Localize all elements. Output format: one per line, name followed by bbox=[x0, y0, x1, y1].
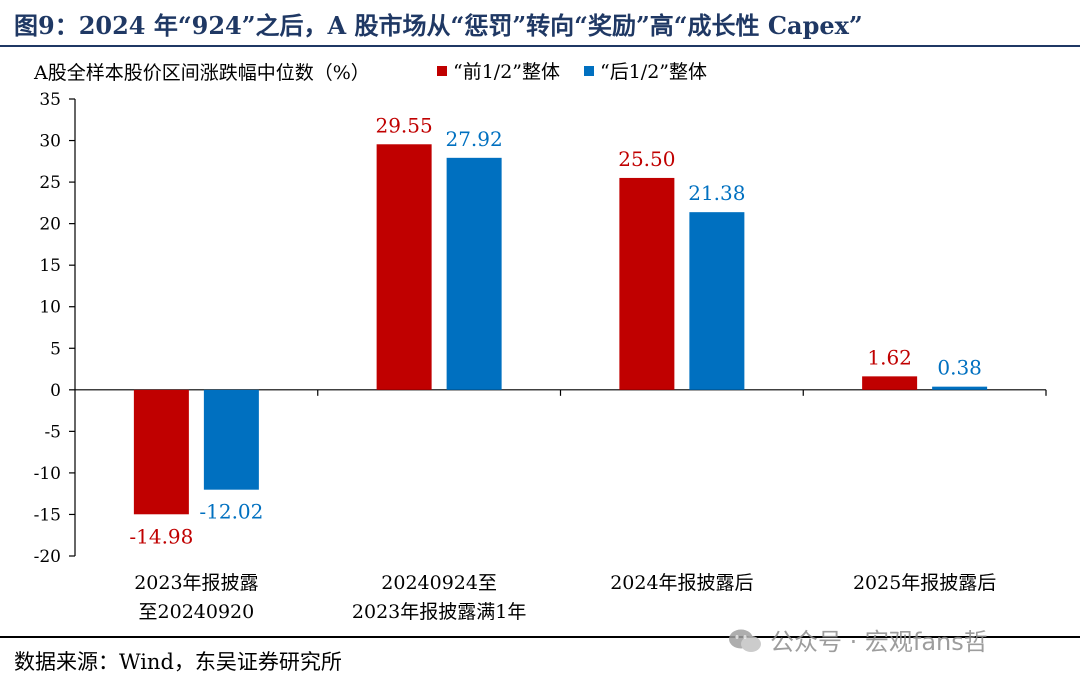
x-category-label: 至20240920 bbox=[139, 601, 255, 623]
bar bbox=[376, 144, 432, 390]
figure-title: 图9：2024 年“924”之后，A 股市场从“惩罚”转向“奖励”高“成长性 C… bbox=[14, 11, 863, 40]
data-label: 21.38 bbox=[688, 181, 745, 205]
watermark: 公众号 · 宏观fans哲 bbox=[728, 622, 988, 657]
bar bbox=[203, 389, 259, 490]
bar bbox=[619, 177, 675, 390]
data-label: 1.62 bbox=[867, 345, 912, 369]
legend-swatch bbox=[437, 66, 447, 76]
y-tick-label: 0 bbox=[50, 381, 61, 401]
x-category-label: 2023年报披露满1年 bbox=[352, 601, 526, 623]
source-note: 数据来源：Wind，东吴证券研究所 bbox=[14, 650, 342, 674]
y-tick-label: -10 bbox=[34, 464, 61, 484]
y-tick-label: 30 bbox=[39, 132, 61, 152]
legend-label: “后1/2”整体 bbox=[600, 61, 707, 83]
watermark-text: 公众号 · 宏观fans哲 bbox=[770, 628, 988, 656]
y-tick-label: 15 bbox=[39, 256, 61, 276]
bar bbox=[932, 386, 988, 390]
bar bbox=[689, 212, 745, 390]
y-tick-label: -5 bbox=[44, 422, 61, 442]
y-tick-label: -15 bbox=[34, 505, 61, 525]
data-label: 25.50 bbox=[618, 147, 675, 171]
data-label: -12.02 bbox=[199, 500, 263, 524]
bar bbox=[446, 157, 502, 390]
legend-label: “前1/2”整体 bbox=[453, 61, 560, 83]
wechat-icon bbox=[729, 629, 761, 652]
y-axis-label: A股全样本股价区间涨跌幅中位数（%） bbox=[33, 62, 370, 84]
bar-chart: 35 30 25 20 15 10 5 0 -5 -10 -15 -20 A股全样本股价区间涨跌幅中位数… bbox=[33, 61, 1047, 623]
y-tick-label: 10 bbox=[39, 298, 61, 318]
legend-swatch bbox=[584, 66, 594, 76]
x-category-label: 2024年报披露后 bbox=[610, 572, 753, 594]
title-rule bbox=[0, 45, 1080, 47]
y-tick-label: 5 bbox=[50, 339, 61, 359]
y-tick-label: -20 bbox=[34, 547, 61, 567]
x-category-label: 2023年报披露 bbox=[134, 572, 258, 594]
data-label: 29.55 bbox=[375, 113, 432, 137]
x-category-label: 20240924至 bbox=[381, 572, 497, 594]
y-tick-label: 20 bbox=[39, 215, 61, 235]
data-label: 27.92 bbox=[445, 127, 502, 151]
y-tick-label: 35 bbox=[39, 90, 61, 110]
bar bbox=[862, 376, 918, 390]
y-tick-label: 25 bbox=[39, 173, 61, 193]
x-category-label: 2025年报披露后 bbox=[853, 572, 996, 594]
bar bbox=[133, 389, 189, 515]
data-label: -14.98 bbox=[129, 524, 193, 548]
bottom-rule bbox=[0, 636, 1080, 638]
data-label: 0.38 bbox=[937, 356, 982, 380]
